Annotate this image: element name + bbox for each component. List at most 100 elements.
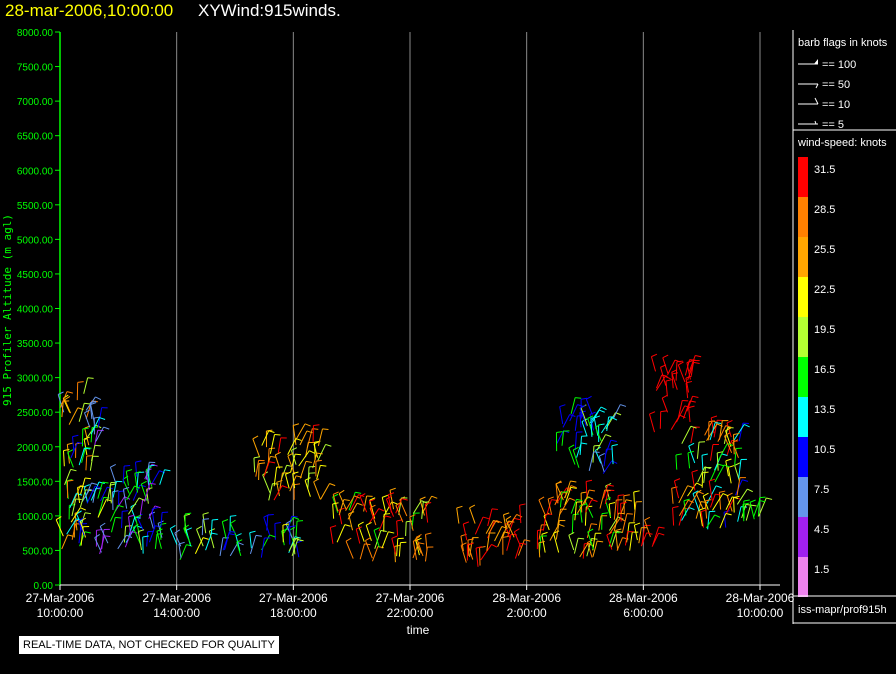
- wind-barb: [395, 501, 404, 523]
- barb-flag: [94, 533, 100, 539]
- wind-barb: [576, 442, 588, 458]
- barb-staff: [77, 520, 85, 536]
- barb-staff: [724, 435, 733, 454]
- wind-barb: [638, 527, 648, 544]
- wind-barb: [690, 426, 700, 444]
- barb-staff: [85, 456, 88, 471]
- speed-legend-label: 22.5: [814, 284, 835, 296]
- barb-staff: [519, 505, 522, 524]
- wind-barb: [260, 537, 271, 558]
- y-tick-label: 1500.00: [17, 477, 54, 488]
- barb-staff: [604, 500, 612, 518]
- wind-barb: [363, 495, 373, 512]
- wind-barb: [295, 520, 304, 537]
- barb-staff: [598, 455, 605, 473]
- barb-flag: [688, 405, 695, 409]
- wind-barb: [336, 524, 351, 543]
- barb-staff: [611, 445, 614, 465]
- wind-barb: [467, 538, 474, 556]
- speed-color-swatch: [798, 477, 808, 517]
- wind-barb: [154, 533, 164, 549]
- wind-barb: [345, 495, 361, 511]
- barb-legend-pennant: [814, 59, 818, 64]
- wind-barb: [348, 491, 362, 511]
- barb-staff: [581, 421, 588, 436]
- wind-barb: [146, 530, 154, 547]
- y-tick-label: 6000.00: [17, 166, 54, 177]
- x-axis-label: time: [407, 623, 430, 637]
- barb-staff: [110, 517, 116, 533]
- barb-flag: [570, 486, 577, 489]
- barb-flag: [676, 360, 683, 363]
- wind-barb: [598, 453, 605, 473]
- wind-barb: [613, 512, 625, 532]
- barb-flag: [586, 395, 592, 400]
- barb-flag: [235, 533, 242, 537]
- wind-barb: [687, 450, 694, 469]
- wind-barb: [312, 452, 323, 469]
- barb-flag: [589, 411, 596, 415]
- barb-flag: [671, 372, 678, 375]
- wind-barb: [687, 482, 703, 497]
- wind-barb: [561, 430, 570, 446]
- barb-flag: [86, 455, 93, 457]
- barb-flag: [520, 542, 527, 545]
- wind-barb: [570, 498, 583, 514]
- barb-staff: [475, 548, 479, 567]
- barb-flag: [295, 438, 302, 441]
- barb-flag: [581, 491, 588, 494]
- barb-flag: [139, 484, 146, 488]
- barb-staff: [364, 540, 373, 559]
- barb-staff: [70, 507, 81, 523]
- barb-staff: [469, 507, 476, 524]
- barb-staff: [71, 523, 77, 540]
- barb-flag: [685, 380, 693, 384]
- barb-staff: [109, 466, 116, 483]
- barb-flag: [138, 497, 145, 501]
- barb-staff: [269, 434, 275, 454]
- wind-barb: [633, 522, 641, 541]
- wind-barb: [84, 409, 91, 428]
- wind-barb: [681, 425, 697, 444]
- y-tick-label: 3500.00: [17, 339, 54, 350]
- x-tick-time: 14:00:00: [153, 606, 200, 620]
- wind-barb: [579, 435, 588, 455]
- wind-barb: [600, 417, 618, 434]
- barb-flag: [695, 354, 702, 358]
- wind-barb: [519, 503, 526, 524]
- wind-barb: [615, 528, 622, 551]
- barb-flag: [679, 414, 686, 419]
- barb-staff: [685, 377, 690, 393]
- barb-flag: [511, 533, 518, 536]
- wind-barb: [112, 480, 123, 498]
- wind-barb: [709, 463, 724, 482]
- barb-flag: [289, 525, 296, 528]
- barb-flag: [501, 526, 508, 529]
- barb-staff: [661, 397, 669, 413]
- barb-flag: [586, 479, 593, 482]
- wind-barb: [685, 380, 693, 399]
- barb-staff: [586, 542, 593, 558]
- barb-staff: [338, 499, 345, 516]
- barb-staff: [66, 518, 77, 535]
- wind-barb: [99, 522, 109, 544]
- wind-barb: [617, 494, 625, 515]
- barb-staff: [81, 447, 87, 463]
- wind-barb: [267, 447, 276, 463]
- barb-staff: [687, 452, 691, 469]
- barb-flag: [388, 492, 395, 496]
- wind-barb: [678, 507, 690, 526]
- barb-staff: [600, 417, 613, 434]
- speed-legend-label: 19.5: [814, 324, 835, 336]
- barb-flag: [76, 510, 82, 515]
- barb-flag: [766, 497, 773, 500]
- wind-barb: [494, 526, 508, 542]
- time-gridlines: [176, 32, 761, 585]
- barb-staff: [127, 497, 140, 515]
- barb-flag: [230, 515, 237, 517]
- wind-barb: [624, 531, 634, 546]
- barb-flag: [149, 511, 156, 515]
- barb-staff: [688, 445, 696, 464]
- wind-barb: [263, 461, 276, 477]
